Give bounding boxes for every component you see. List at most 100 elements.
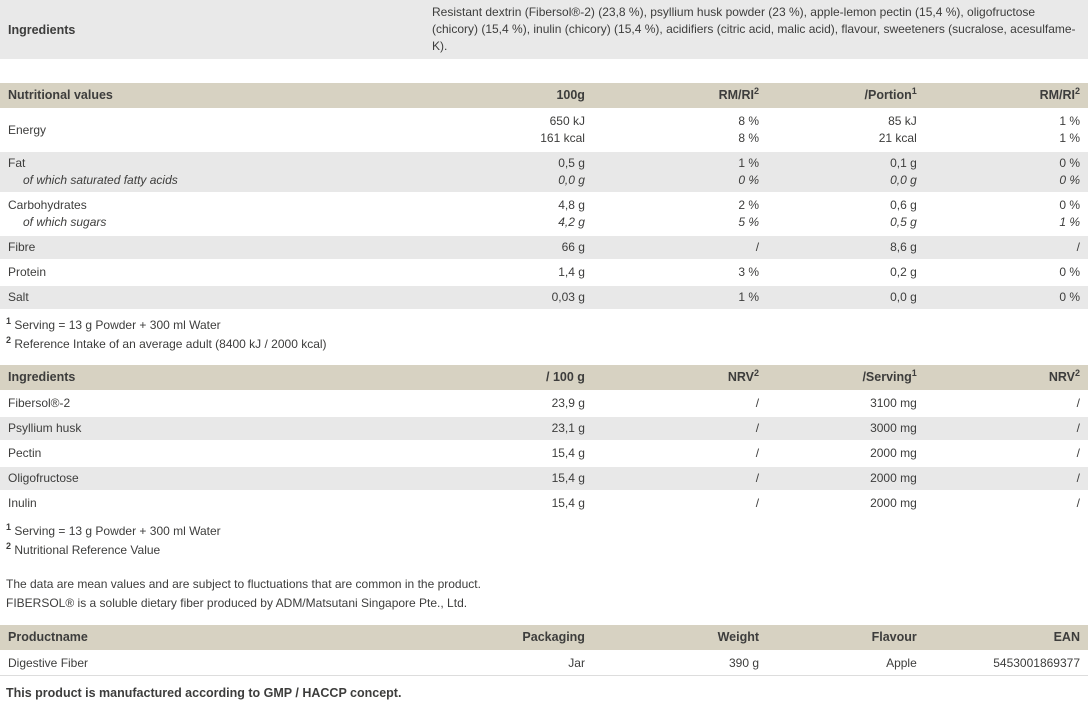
row-pectin-100g: 15,4 g [500,442,593,465]
row-fibersol-serving: 3100 mg [767,392,925,415]
row-fibre: Fibre 66 g / 8,6 g / [0,236,1088,259]
ingredients-header-row: Ingredients / 100 g NRV2 /Serving1 NRV2 [0,365,1088,390]
col-header-per-100g: / 100 g [500,365,593,390]
row-fibersol-label: Fibersol®-2 [0,392,501,415]
col-header-flavour: Flavour [767,625,925,650]
product-row: Digestive Fiber Jar 390 g Apple 54530018… [0,652,1088,676]
row-inulin-100g: 15,4 g [500,492,593,515]
row-inulin-serving: 2000 mg [767,492,925,515]
col-header-rmri-1: RM/RI2 [592,83,768,108]
row-inulin: Inulin 15,4 g / 2000 mg / [0,492,1088,515]
row-psyllium-husk: Psyllium husk 23,1 g / 3000 mg / [0,417,1088,440]
row-psyllium-nrv2: / [924,417,1088,440]
row-fat-label: Fat of which saturated fatty acids [0,152,501,192]
row-pectin-nrv2: / [924,442,1088,465]
row-oligofructose-serving: 2000 mg [767,467,925,490]
row-protein-rmri1: 3 % [592,261,768,284]
nutritional-values-header-row: Nutritional values 100g RM/RI2 /Portion1… [0,83,1088,108]
row-fibersol-nrv2: / [924,392,1088,415]
row-salt-portion: 0,0 g [767,286,925,309]
row-salt-rmri2: 0 % [924,286,1088,309]
row-carbohydrates-portion: 0,6 g 0,5 g [767,194,925,234]
row-carbohydrates-rmri1: 2 % 5 % [592,194,768,234]
row-carbohydrates-label: Carbohydrates of which sugars [0,194,501,234]
row-energy-rmri1: 8 % 8 % [592,110,768,150]
product-name-value: Digestive Fiber [0,652,501,676]
row-protein-label: Protein [0,261,501,284]
col-header-nrv-2: NRV2 [924,365,1088,390]
footnote-serving-2: 1 Serving = 13 g Powder + 300 ml Water [6,522,221,539]
row-pectin: Pectin 15,4 g / 2000 mg / [0,442,1088,465]
row-fat-rmri2: 0 % 0 % [924,152,1088,192]
row-fibre-label: Fibre [0,236,501,259]
row-protein-100g: 1,4 g [500,261,593,284]
row-salt-100g: 0,03 g [500,286,593,309]
row-fibre-portion: 8,6 g [767,236,925,259]
disclaimer-notes: The data are mean values and are subject… [6,575,1088,613]
row-energy: Energy 650 kJ 161 kcal 8 % 8 % 85 kJ 21 kca… [0,110,1088,150]
row-oligofructose-100g: 15,4 g [500,467,593,490]
ingredients-footnotes: 1 Serving = 13 g Powder + 300 ml Water 2… [6,522,1088,560]
row-fibersol: Fibersol®-2 23,9 g / 3100 mg / [0,392,1088,415]
row-fibre-100g: 66 g [500,236,593,259]
row-inulin-nrv1: / [592,492,768,515]
fibersol-note: FIBERSOL® is a soluble dietary fiber pro… [6,596,468,610]
row-oligofructose-nrv1: / [592,467,768,490]
gmp-haccp-note: This product is manufactured according t… [6,686,402,700]
product-packaging-value: Jar [500,652,593,676]
row-protein: Protein 1,4 g 3 % 0,2 g 0 % [0,261,1088,284]
row-carbohydrates-rmri2: 0 % 1 % [924,194,1088,234]
row-pectin-nrv1: / [592,442,768,465]
row-fibre-rmri1: / [592,236,768,259]
footnote-reference-intake: 2 Reference Intake of an average adult (… [6,335,327,352]
ingredients-table: Ingredients / 100 g NRV2 /Serving1 NRV2 … [0,363,1088,517]
row-carbohydrates-100g: 4,8 g 4,2 g [500,194,593,234]
row-pectin-serving: 2000 mg [767,442,925,465]
row-energy-label: Energy [0,110,501,150]
row-fibersol-100g: 23,9 g [500,392,593,415]
row-pectin-label: Pectin [0,442,501,465]
row-energy-100g: 650 kJ 161 kcal [500,110,593,150]
row-oligofructose-label: Oligofructose [0,467,501,490]
product-table: Productname Packaging Weight Flavour EAN… [0,623,1088,678]
row-psyllium-nrv1: / [592,417,768,440]
col-header-ean: EAN [924,625,1088,650]
row-psyllium-100g: 23,1 g [500,417,593,440]
product-ean-value: 5453001869377 [924,652,1088,676]
row-psyllium-serving: 3000 mg [767,417,925,440]
row-energy-rmri2: 1 % 1 % [924,110,1088,150]
row-salt-label: Salt [0,286,501,309]
row-salt: Salt 0,03 g 1 % 0,0 g 0 % [0,286,1088,309]
ingredients-title: Ingredients [0,365,501,390]
row-protein-portion: 0,2 g [767,261,925,284]
col-header-rmri-2: RM/RI2 [924,83,1088,108]
row-energy-portion: 85 kJ 21 kcal [767,110,925,150]
nutritional-values-title: Nutritional values [0,83,501,108]
row-carbohydrates: Carbohydrates of which sugars 4,8 g 4,2 g … [0,194,1088,234]
nutritional-values-table: Nutritional values 100g RM/RI2 /Portion1… [0,81,1088,311]
product-header-row: Productname Packaging Weight Flavour EAN [0,625,1088,650]
row-oligofructose: Oligofructose 15,4 g / 2000 mg / [0,467,1088,490]
ingredients-banner-label: Ingredients [8,22,76,37]
ingredients-banner: Ingredients Resistant dextrin (Fibersol®… [0,0,1088,59]
row-fibre-rmri2: / [924,236,1088,259]
col-header-serving: /Serving1 [767,365,925,390]
footnote-serving: 1 Serving = 13 g Powder + 300 ml Water [6,316,221,333]
col-header-nrv-1: NRV2 [592,365,768,390]
row-fat-portion: 0,1 g 0,0 g [767,152,925,192]
col-header-weight: Weight [592,625,768,650]
col-header-100g: 100g [500,83,593,108]
nutrition-footnotes: 1 Serving = 13 g Powder + 300 ml Water 2… [6,316,1088,354]
row-fibersol-nrv1: / [592,392,768,415]
product-weight-value: 390 g [592,652,768,676]
mean-values-note: The data are mean values and are subject… [6,577,481,591]
row-salt-rmri1: 1 % [592,286,768,309]
col-header-productname: Productname [0,625,501,650]
product-flavour-value: Apple [767,652,925,676]
col-header-portion: /Portion1 [767,83,925,108]
col-header-packaging: Packaging [500,625,593,650]
row-inulin-nrv2: / [924,492,1088,515]
row-inulin-label: Inulin [0,492,501,515]
